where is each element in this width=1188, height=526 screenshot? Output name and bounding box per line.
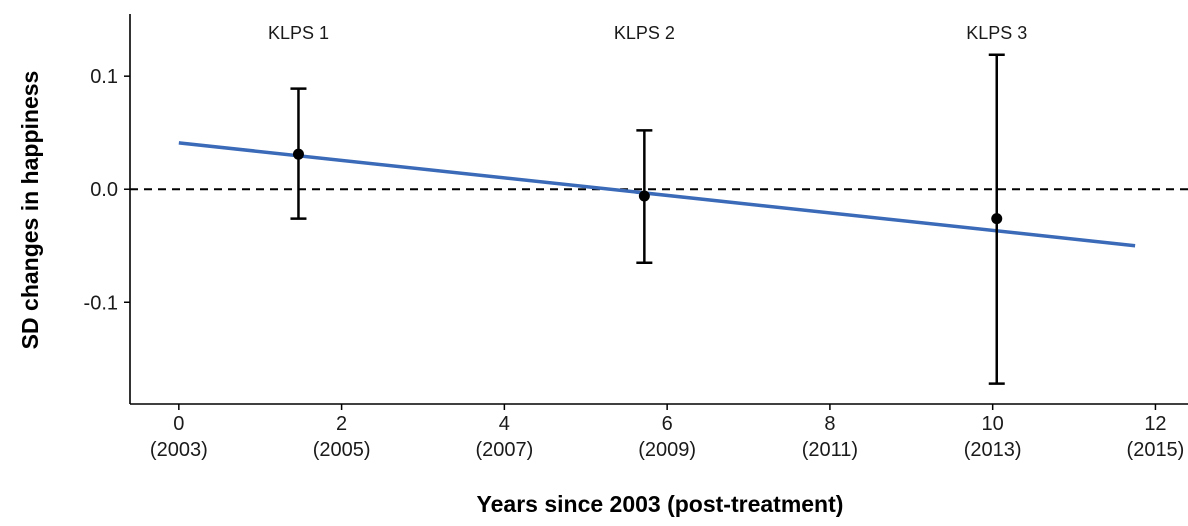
wave-label: KLPS 1 — [268, 23, 329, 43]
x-tick-label: 8 — [824, 413, 835, 435]
x-tick-label: 0 — [173, 413, 184, 435]
x-tick-sublabel: (2003) — [150, 439, 208, 461]
x-tick-sublabel: (2009) — [638, 439, 696, 461]
data-point — [638, 190, 650, 202]
x-tick-sublabel: (2011) — [802, 439, 858, 461]
y-tick-label: 0.0 — [90, 179, 118, 201]
x-tick-label: 2 — [336, 413, 347, 435]
plot-area: 0.1 0.0 -0.1 0 (2003) 2 (2005) 4 (2007) 6 (2009) 8 (… — [84, 14, 1188, 461]
x-tick-sublabel: (2005) — [313, 439, 371, 461]
y-axis-title: SD changes in happiness — [17, 71, 43, 350]
x-tick-label: 10 — [982, 413, 1004, 435]
y-tick-label: 0.1 — [90, 66, 118, 88]
x-axis-title: Years since 2003 (post-treatment) — [477, 491, 844, 517]
x-tick-label: 12 — [1144, 413, 1166, 435]
x-tick-label: 4 — [499, 413, 510, 435]
data-point — [991, 213, 1003, 225]
x-tick-label: 6 — [662, 413, 673, 435]
y-tick-label: -0.1 — [84, 292, 118, 314]
x-tick-sublabel: (2013) — [964, 439, 1022, 461]
wave-label: KLPS 3 — [966, 23, 1027, 43]
data-point — [292, 148, 304, 160]
wave-label: KLPS 2 — [614, 23, 675, 43]
x-tick-sublabel: (2007) — [475, 439, 533, 461]
x-tick-sublabel: (2015) — [1127, 439, 1185, 461]
trend-line — [178, 141, 1136, 248]
